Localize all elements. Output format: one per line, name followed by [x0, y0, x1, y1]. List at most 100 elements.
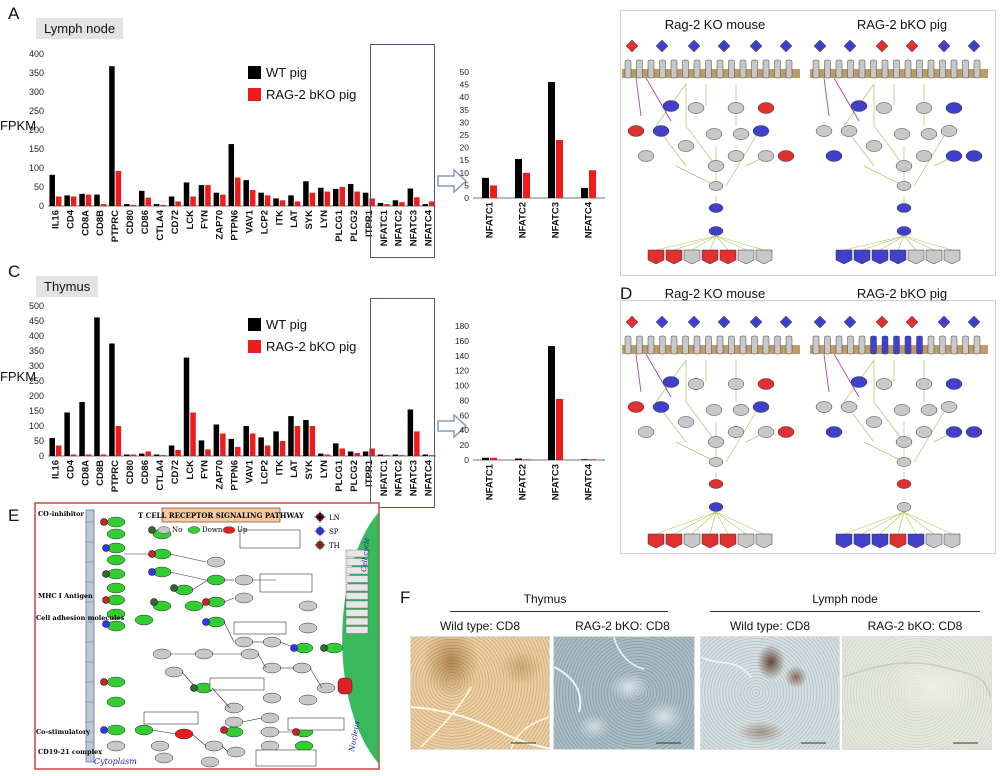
- pathway-node-ikb: [294, 740, 314, 752]
- category-label: PTPRC: [110, 460, 121, 492]
- edge: [655, 235, 717, 251]
- category-label: SYK: [304, 460, 315, 480]
- chain-node: [708, 226, 724, 236]
- bar-bko-cd8a: [85, 194, 92, 206]
- f-label-lymph-wt: Wild type: CD8: [729, 619, 811, 633]
- pathway-arrow: [241, 717, 263, 723]
- edge: [843, 511, 905, 535]
- pathway-node-gsk3b: [200, 756, 220, 768]
- signaling-node: [920, 128, 938, 140]
- ytick-label: 60: [460, 410, 470, 420]
- category-label: CD80: [125, 210, 136, 234]
- membrane-protein: [716, 335, 724, 355]
- nfat-target-node: [853, 533, 871, 549]
- pathway-arrow: [169, 571, 207, 581]
- category-label: NFATC1: [379, 209, 390, 246]
- tissue-star-marker: [290, 644, 298, 652]
- bar-bko-nfatc4: [589, 170, 596, 198]
- edge: [715, 235, 765, 251]
- bar-wt-cd72: [168, 445, 175, 456]
- signaling-node: [662, 376, 680, 388]
- receptor-node: [717, 315, 731, 329]
- pathway-node-dlgh1: [298, 600, 318, 612]
- category-label: ITPR1: [364, 209, 375, 237]
- category-label: NFATC4: [424, 209, 435, 246]
- pathway-arrow: [211, 687, 231, 709]
- bar-bko-nfatc2: [399, 455, 405, 456]
- bar-bko-fyn: [205, 449, 211, 456]
- membrane-protein: [847, 335, 854, 355]
- membrane-protein: [636, 59, 643, 79]
- nfat-target-node: [871, 249, 889, 265]
- edge: [725, 135, 757, 187]
- cytokine-node: [345, 592, 369, 600]
- edge: [873, 125, 905, 167]
- receptor-node: [937, 39, 951, 53]
- bar-bko-lat: [294, 201, 301, 206]
- signaling-node: [777, 426, 795, 438]
- signaling-node: [707, 436, 725, 448]
- membrane-protein: [705, 59, 712, 79]
- bar-wt-lyn: [318, 453, 324, 456]
- ytick-label: 300: [29, 361, 44, 371]
- ytick-label: 25: [460, 130, 470, 140]
- receptor-node: [843, 39, 857, 53]
- pathway-arrow: [221, 745, 229, 753]
- bar-wt-syk: [303, 420, 309, 456]
- category-label: FYN: [200, 460, 211, 479]
- edge: [897, 511, 905, 535]
- pathway-node-lat: [184, 600, 204, 612]
- pathway-info-box: [209, 677, 265, 691]
- receptor-node: [875, 315, 889, 329]
- membrane-protein: [812, 59, 820, 79]
- bar-bko-nfatc4: [429, 201, 435, 206]
- pathway-node-cd4: [106, 608, 126, 620]
- bar-wt-ctla4: [153, 204, 160, 206]
- bar-wt-lyn: [318, 187, 324, 206]
- edge-inhibit: [645, 353, 672, 398]
- bar-wt-cd86: [139, 190, 145, 206]
- f-lymph-rule: [710, 611, 980, 612]
- edge: [655, 511, 717, 535]
- signaling-node: [637, 426, 655, 438]
- label-cd1921: CD19-21 complex: [38, 748, 102, 756]
- bar-wt-plcg1: [333, 188, 339, 206]
- bar-wt-nfatc1: [482, 177, 489, 198]
- pathway-node-pi3k: [134, 724, 154, 736]
- pathway-title: T CELL RECEPTOR SIGNALING PATHWAY: [138, 511, 305, 520]
- bar-wt-vav1: [243, 426, 249, 456]
- signaling-node: [727, 426, 745, 438]
- bar-wt-ptpn6: [228, 438, 235, 456]
- arrow-icon: [437, 168, 468, 194]
- bar-wt-lck: [183, 357, 190, 456]
- category-label: VAV1: [244, 459, 255, 483]
- signaling-node: [777, 150, 795, 162]
- bar-bko-zap70: [220, 433, 226, 456]
- pathway-arrow: [223, 621, 235, 643]
- bar-bko-ptpn6: [235, 447, 241, 456]
- membrane-protein: [751, 335, 758, 355]
- membrane-protein: [916, 335, 923, 355]
- receptor-node: [717, 39, 731, 53]
- bar-bko-il16: [55, 445, 62, 456]
- legend-swatch-bko: [248, 340, 261, 353]
- category-label: LCP2: [259, 210, 270, 234]
- pathway-arrow: [257, 653, 267, 669]
- signaling-node: [915, 378, 933, 390]
- chain-node: [896, 479, 912, 489]
- tissue-star-marker: [100, 518, 108, 526]
- legend-sp: SP: [329, 528, 339, 536]
- nfat-target-node: [755, 249, 773, 265]
- signaling-node: [727, 150, 745, 162]
- bar-wt-ctla4: [153, 454, 160, 456]
- bar-wt-ptprc: [109, 66, 115, 206]
- bar-bko-syk: [309, 426, 316, 456]
- bar-bko-nfatc2: [523, 459, 530, 460]
- bar-bko-il16: [55, 196, 62, 206]
- bar-wt-lcp2: [258, 192, 264, 206]
- signaling-node: [687, 102, 705, 114]
- signaling-node: [840, 401, 858, 413]
- edge: [691, 511, 717, 535]
- bar-wt-fyn: [198, 185, 205, 206]
- bar-bko-nfatc4: [589, 459, 596, 460]
